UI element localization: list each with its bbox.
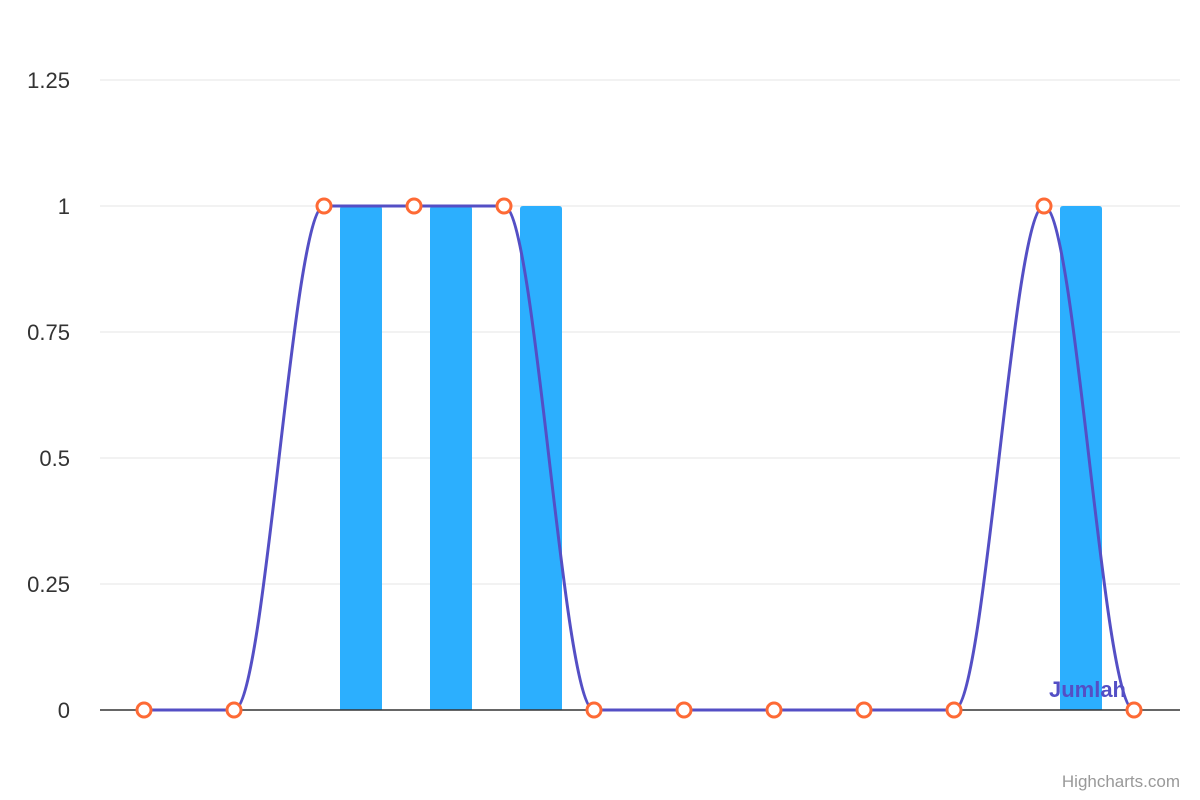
y-tick-label: 1 [58,194,70,219]
y-axis: 0 0.25 0.5 0.75 1 1.25 [27,68,70,723]
line-marker[interactable] [585,701,603,719]
y-tick-label: 0.25 [27,572,70,597]
y-tick-label: 0.75 [27,320,70,345]
line-marker[interactable] [405,197,423,215]
line-marker[interactable] [315,197,333,215]
line-marker[interactable] [675,701,693,719]
bar[interactable] [520,206,562,710]
y-tick-label: 0 [58,698,70,723]
line-series-jumlah [144,204,1135,712]
line-marker[interactable] [765,701,783,719]
line-markers [135,197,1143,719]
line-marker[interactable] [225,701,243,719]
line-marker[interactable] [945,701,963,719]
y-tick-label: 1.25 [27,68,70,93]
line-marker[interactable] [495,197,513,215]
credits-link[interactable]: Highcharts.com [1061,772,1180,791]
y-tick-label: 0.5 [39,446,70,471]
gridlines [100,79,1180,585]
bar[interactable] [1060,206,1102,710]
line-marker[interactable] [1035,197,1053,215]
line-marker[interactable] [135,701,153,719]
bar[interactable] [340,206,382,710]
bar-series [340,206,1102,710]
bar[interactable] [430,206,472,710]
line-marker[interactable] [1125,701,1143,719]
line-marker[interactable] [855,701,873,719]
series-label-jumlah: Jumlah [1049,677,1126,702]
